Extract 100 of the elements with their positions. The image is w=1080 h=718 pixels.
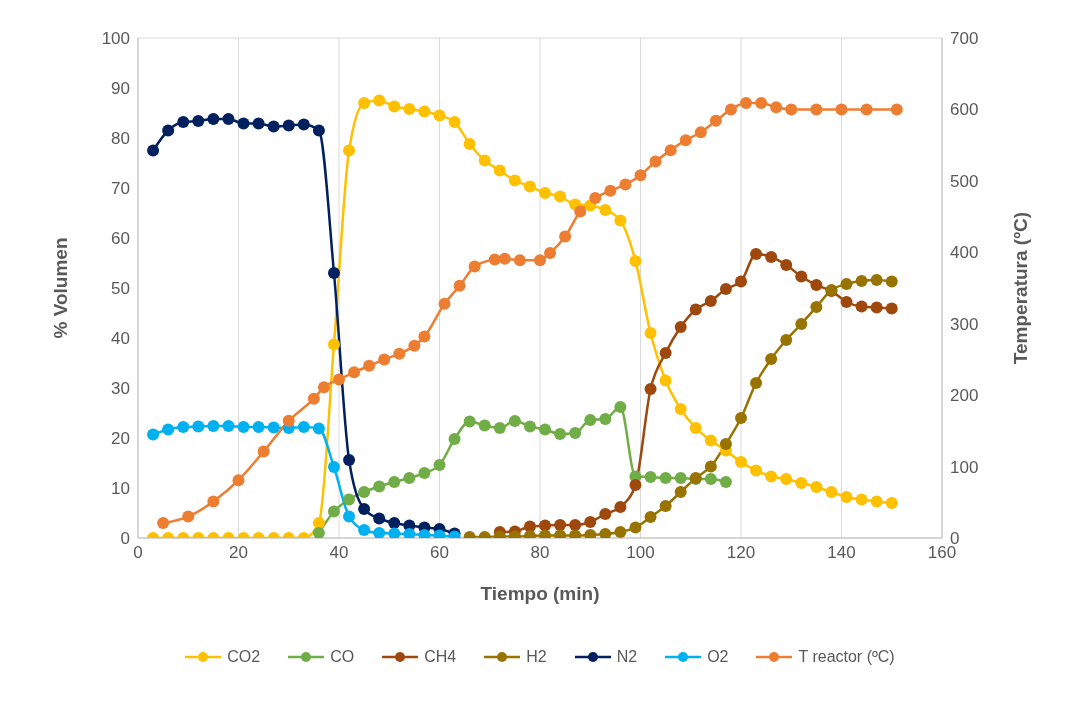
point	[735, 275, 747, 288]
y-tick-label: 0	[120, 529, 130, 549]
x-tick-label: 40	[329, 543, 349, 563]
point	[478, 419, 491, 432]
point	[373, 512, 386, 525]
x-tick-label: 120	[726, 543, 756, 563]
point	[810, 103, 823, 116]
point	[765, 251, 778, 263]
point	[237, 117, 250, 130]
y-tick-label: 90	[111, 79, 130, 99]
point	[674, 321, 687, 333]
point	[689, 422, 702, 434]
point	[634, 169, 647, 182]
point	[343, 510, 356, 523]
point	[539, 187, 552, 199]
point	[388, 527, 401, 538]
point	[825, 486, 838, 498]
point	[207, 113, 220, 125]
point	[674, 403, 687, 415]
point	[282, 119, 295, 132]
point	[765, 470, 778, 483]
point	[358, 524, 371, 536]
legend-label: CO	[330, 648, 355, 666]
point	[664, 144, 677, 157]
point	[312, 527, 325, 538]
y-tick-label: 30	[111, 379, 130, 399]
point	[433, 109, 446, 122]
point	[709, 114, 722, 127]
point	[182, 510, 195, 523]
point	[252, 117, 265, 130]
point	[312, 517, 325, 529]
point	[312, 124, 325, 137]
point	[735, 412, 747, 424]
point	[599, 204, 612, 216]
point	[358, 503, 371, 515]
point	[448, 433, 461, 445]
point	[855, 493, 868, 506]
point	[418, 105, 431, 118]
point	[870, 495, 883, 508]
x-tick-label: 60	[430, 543, 449, 563]
point	[719, 476, 732, 488]
y-tick-label: 10	[111, 479, 130, 499]
legend-label: CO2	[227, 648, 261, 666]
point	[614, 214, 627, 227]
point	[418, 467, 431, 479]
point	[614, 526, 627, 538]
y2-tick-label: 300	[950, 314, 979, 334]
point	[780, 259, 793, 271]
point	[207, 495, 220, 508]
point	[795, 477, 808, 489]
x-tick-label: 20	[229, 543, 248, 563]
point	[162, 423, 175, 436]
point	[554, 519, 567, 531]
y2-tick-label: 500	[950, 171, 979, 191]
point	[388, 517, 401, 529]
point	[795, 318, 808, 330]
point	[539, 519, 552, 532]
point	[523, 420, 536, 433]
point	[192, 420, 205, 433]
point	[619, 178, 632, 191]
point	[870, 301, 883, 314]
point	[257, 445, 270, 458]
point	[704, 295, 717, 307]
point	[679, 134, 692, 147]
point	[358, 97, 371, 109]
legend-label: CH4	[424, 648, 457, 666]
point	[780, 473, 793, 485]
point	[704, 434, 717, 447]
point	[373, 480, 386, 493]
point	[659, 472, 672, 484]
legend-label: O2	[707, 648, 729, 666]
point	[192, 115, 205, 127]
y-tick-label: 50	[111, 279, 130, 299]
point	[584, 516, 597, 528]
point	[343, 493, 356, 506]
point	[222, 420, 235, 432]
y2-tick-label: 200	[950, 386, 979, 406]
point	[569, 427, 582, 439]
point	[755, 97, 768, 109]
point	[810, 301, 823, 313]
point	[267, 120, 280, 133]
point	[599, 528, 612, 538]
point	[674, 472, 687, 484]
point	[232, 474, 245, 487]
y-tick-label: 80	[111, 129, 130, 149]
point	[589, 192, 602, 204]
point	[644, 383, 657, 395]
point	[539, 423, 552, 436]
y2-tick-label: 400	[950, 243, 979, 263]
y2-tick-label: 100	[950, 457, 979, 477]
point	[177, 116, 190, 128]
point	[780, 334, 793, 346]
point	[840, 491, 853, 503]
point	[327, 338, 340, 351]
point	[508, 415, 521, 427]
point	[448, 116, 461, 128]
point	[333, 373, 345, 386]
point	[373, 527, 386, 538]
point	[629, 521, 642, 534]
point	[855, 300, 868, 313]
